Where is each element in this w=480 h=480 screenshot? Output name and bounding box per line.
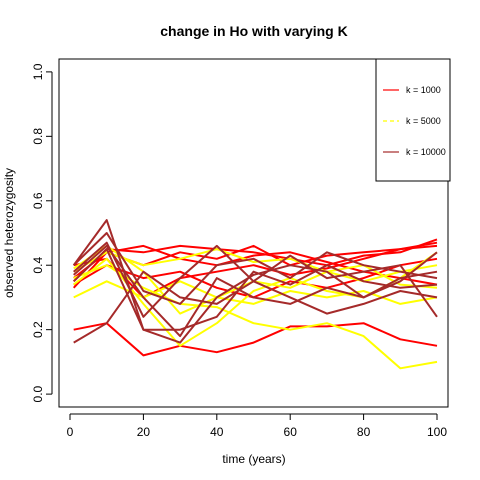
y-tick-label: 0.0: [31, 385, 45, 402]
legend-box: [375, 58, 451, 182]
series-layer: [72, 219, 438, 370]
x-tick-label: 40: [210, 425, 224, 439]
series-line-6: [72, 244, 438, 289]
plot-frame: [58, 58, 449, 408]
y-tick-label: 0.2: [31, 321, 45, 338]
x-tick-label: 80: [357, 425, 371, 439]
y-tick-label: 0.6: [31, 192, 45, 209]
series-line-17: [73, 244, 438, 338]
legend-label: k = 1000: [406, 85, 441, 95]
y-tick-label: 0.8: [31, 128, 45, 145]
series-line-16: [73, 241, 438, 318]
series-line-8: [73, 248, 438, 283]
y-axis-label: observed heterozygosity: [2, 168, 16, 298]
x-axis: 0 20 40 60 80 100: [67, 413, 447, 439]
chart-title: change in Ho with varying K: [160, 23, 347, 39]
series-line-15: [73, 248, 438, 331]
series-line-4: [73, 244, 438, 299]
legend: k = 1000 k = 5000 k = 10000: [375, 58, 451, 182]
series-line-14: [73, 232, 438, 305]
series-line-2: [73, 238, 438, 283]
x-axis-label: time (years): [222, 452, 285, 466]
series-line-1: [73, 322, 438, 357]
y-axis: 0.0 0.2 0.4 0.6 0.8 1.0: [31, 63, 53, 402]
x-tick-label: 60: [284, 425, 298, 439]
x-tick-label: 100: [427, 425, 447, 439]
x-tick-label: 20: [137, 425, 151, 439]
x-tick-label: 0: [67, 425, 74, 439]
y-tick-label: 0.4: [31, 257, 45, 274]
legend-label: k = 5000: [406, 116, 441, 126]
y-tick-label: 1.0: [31, 63, 45, 80]
legend-label: k = 10000: [406, 147, 446, 157]
